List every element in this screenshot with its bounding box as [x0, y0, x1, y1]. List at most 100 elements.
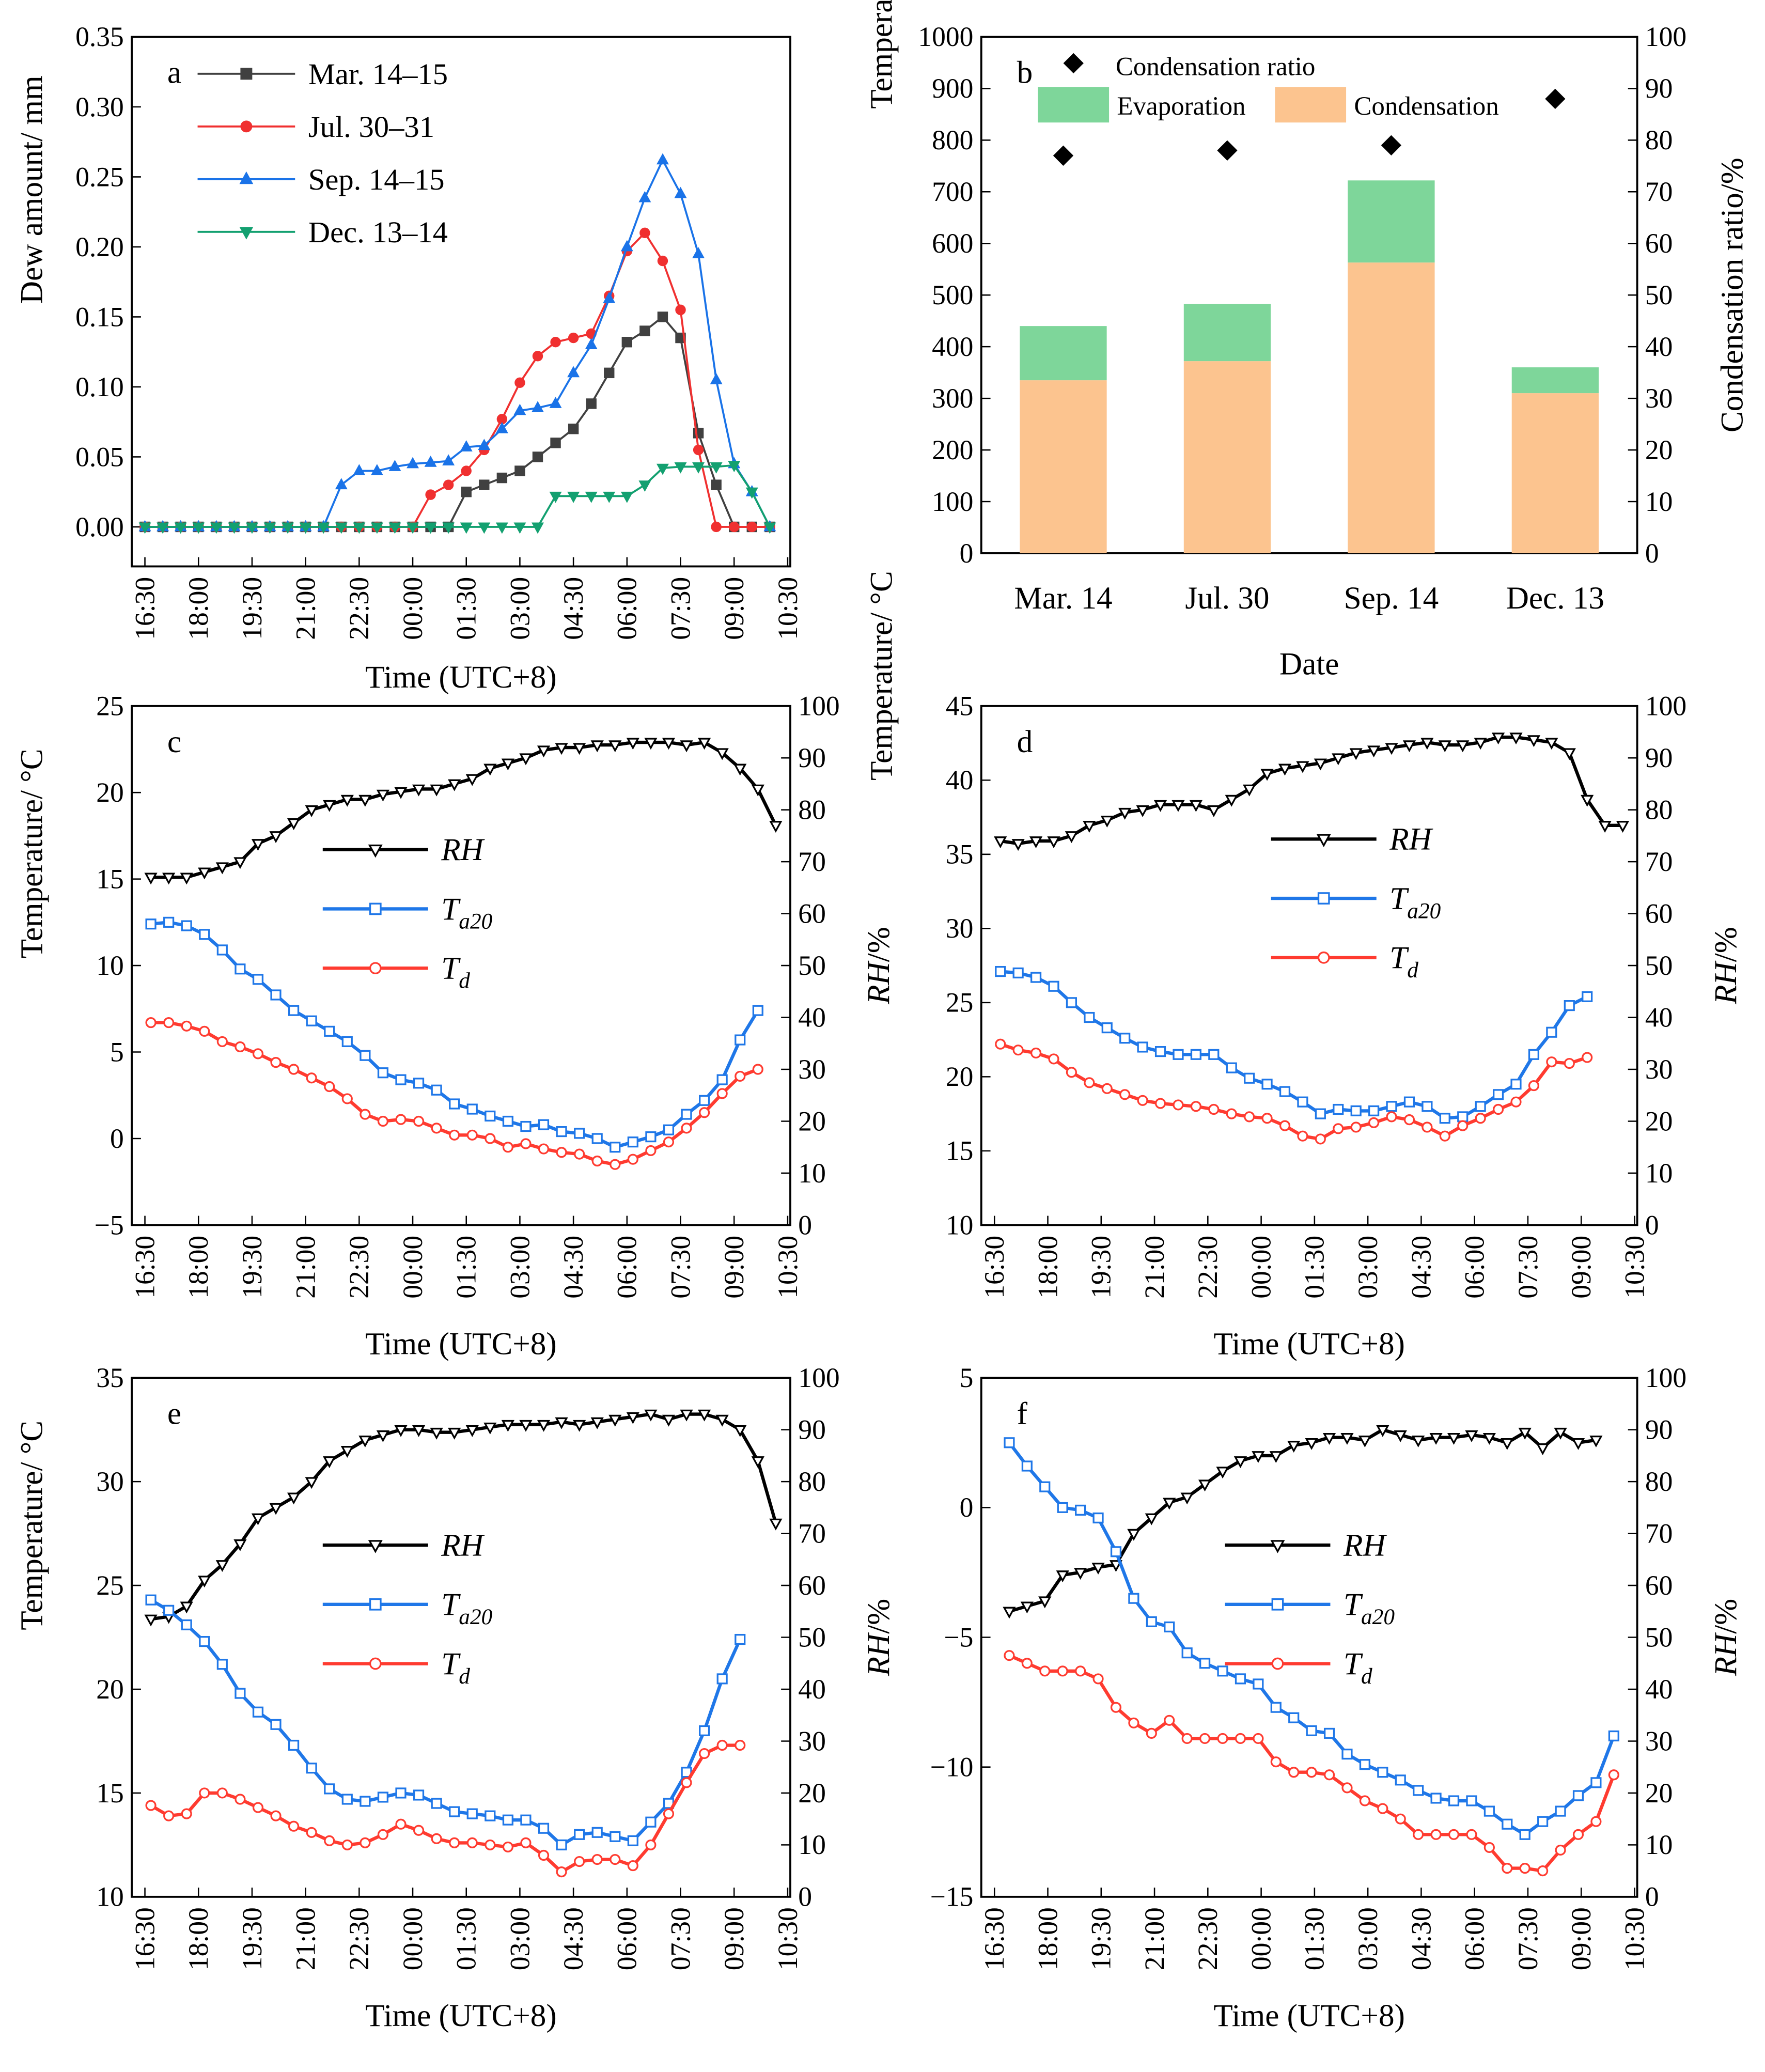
data-point: [995, 1038, 1006, 1050]
data-point: [1199, 1733, 1211, 1744]
data-point: [1582, 1052, 1593, 1063]
data-point: [216, 1036, 228, 1048]
data-point: [1457, 1111, 1469, 1123]
data-point: [538, 1143, 550, 1155]
y2-label-part: RH: [1708, 960, 1743, 1004]
data-point: [1315, 1108, 1326, 1119]
data-point: [483, 1422, 497, 1435]
y2-label-part: RH: [861, 960, 896, 1004]
y2-tick-label: 0: [1645, 1209, 1659, 1240]
x-tick-label: Sep. 14: [1344, 581, 1439, 616]
data-point: [608, 740, 622, 753]
data-point: [340, 794, 354, 807]
data-point: [1545, 738, 1558, 750]
data-point: [1084, 1077, 1095, 1088]
legend-evaporation-label: Evaporation: [1117, 92, 1245, 121]
data-point: [341, 1794, 353, 1805]
data-point: [574, 1148, 585, 1160]
legend-ratio-marker: [1063, 53, 1084, 74]
series-line: [150, 1743, 740, 1874]
data-point: [407, 522, 419, 534]
series-ta20: [995, 965, 1593, 1124]
x-tick-label: 04:30: [1405, 1236, 1436, 1299]
data-point: [1527, 735, 1541, 747]
y-tick-label: 0.10: [75, 371, 124, 402]
data-point: [1181, 1733, 1193, 1744]
data-point: [1260, 769, 1274, 781]
y-tick-label: 15: [946, 1135, 974, 1166]
x-tick-label: 04:30: [558, 1907, 589, 1970]
y2-tick-label: 40: [1645, 1674, 1673, 1705]
data-point: [1422, 1121, 1433, 1133]
data-point: [485, 1839, 496, 1850]
y-tick-label: 35: [96, 1362, 124, 1393]
data-point: [1127, 1529, 1141, 1541]
y-tick-label: 600: [932, 228, 973, 259]
data-point: [1020, 1601, 1034, 1614]
data-point: [1572, 1790, 1584, 1801]
data-point: [1100, 815, 1114, 828]
data-point: [1297, 1096, 1308, 1108]
data-point: [715, 1414, 729, 1427]
data-point: [1466, 1829, 1477, 1840]
legend-label: Td: [441, 951, 470, 993]
x-tick-label: 22:30: [1192, 1236, 1223, 1299]
data-point: [465, 1425, 479, 1437]
data-point: [752, 1064, 763, 1075]
data-point: [735, 1034, 746, 1046]
data-point: [1598, 821, 1612, 833]
data-point: [1341, 1748, 1353, 1760]
data-point: [460, 522, 473, 534]
data-point: [567, 491, 580, 503]
data-point: [1340, 1432, 1354, 1445]
data-point: [1608, 1730, 1619, 1741]
data-point: [251, 839, 265, 851]
series-rh: [994, 733, 1630, 851]
y2-tick-label: 40: [798, 1002, 826, 1033]
data-point: [395, 1787, 407, 1799]
data-point: [591, 1155, 603, 1167]
data-point: [574, 1829, 585, 1840]
data-point: [716, 1739, 728, 1751]
y2-tick-label: 60: [798, 898, 826, 929]
data-point: [442, 522, 455, 534]
x-tick-label: 06:00: [612, 1907, 643, 1970]
legend-label-sub: d: [1361, 1664, 1372, 1689]
plot-frame: [131, 1377, 791, 1898]
legend-label: Td: [1389, 940, 1418, 983]
data-point: [377, 1829, 389, 1840]
legend-label-sub: d: [459, 968, 470, 993]
data-point: [228, 522, 241, 534]
panel-a: 0.00 0.05 0.10 0.15 0.20 0.25 0.30 0.35 Dew amou…: [14, 21, 803, 695]
data-point: [1243, 784, 1256, 797]
bar-evaporation: [1183, 304, 1271, 362]
data-point: [288, 1739, 300, 1751]
data-point: [324, 1025, 335, 1037]
y2-tick-label: 20: [1645, 1105, 1673, 1136]
data-point: [555, 743, 568, 755]
data-point: [502, 1841, 513, 1852]
y-tick-label: 0.35: [75, 21, 124, 52]
y2-tick-label: 0: [1645, 1881, 1659, 1912]
x-tick-label: 19:30: [1086, 1907, 1117, 1970]
data-point: [1439, 1113, 1450, 1124]
data-point: [449, 1129, 460, 1141]
data-point: [620, 491, 633, 503]
x-tick-label: 03:00: [504, 1236, 535, 1299]
data-point: [163, 1604, 175, 1616]
data-point: [394, 1425, 408, 1437]
data-point: [1084, 1011, 1095, 1023]
legend-ratio-label: Condensation ratio: [1116, 52, 1316, 81]
data-point: [1066, 1067, 1077, 1078]
data-point: [1448, 1829, 1460, 1840]
data-point: [639, 227, 650, 239]
legend-label-main: T: [1389, 940, 1409, 975]
bar-condensation: [1348, 262, 1435, 553]
data-point: [412, 1425, 426, 1437]
data-point: [1128, 1593, 1139, 1604]
data-point: [324, 1835, 335, 1846]
legend-condensation-label: Condensation: [1354, 92, 1498, 121]
data-point: [181, 920, 192, 931]
data-point: [627, 1154, 638, 1165]
data-point: [610, 1831, 621, 1842]
